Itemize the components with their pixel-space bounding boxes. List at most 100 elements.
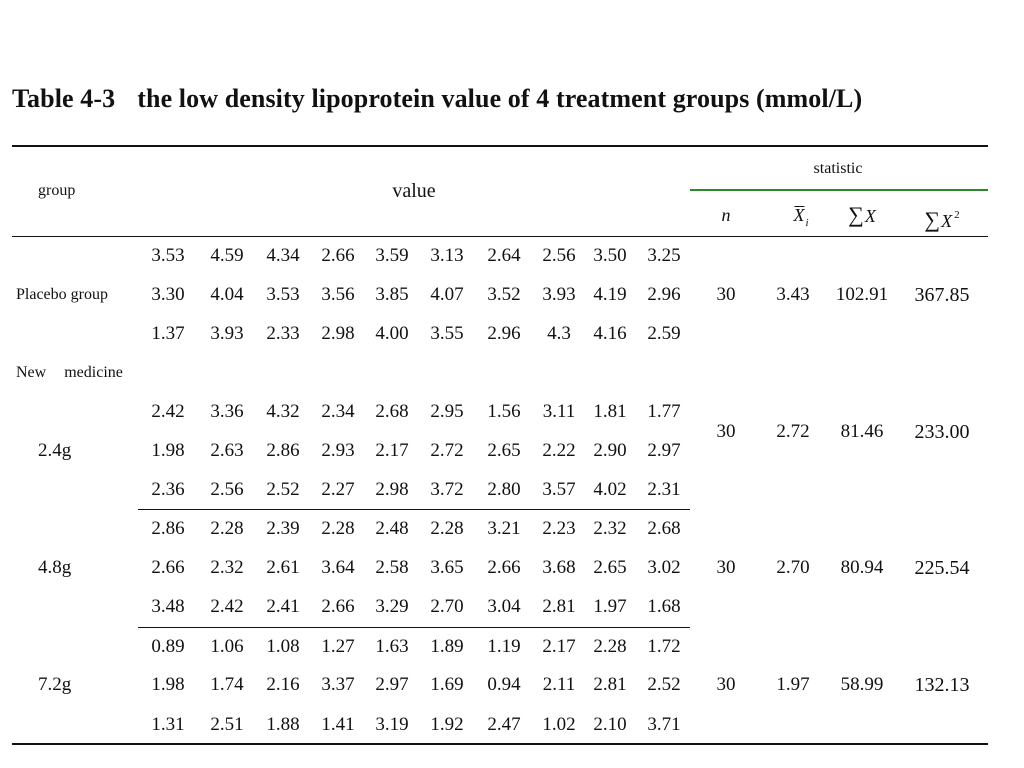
top-rule <box>12 145 988 147</box>
value-cell: 2.65 <box>593 557 627 578</box>
value-cell: 4.34 <box>266 245 300 266</box>
value-cell: 2.31 <box>647 479 681 500</box>
value-cell: 2.59 <box>647 323 681 344</box>
new-medicine-word-1: New <box>16 364 47 381</box>
value-cell: 4.3 <box>547 323 571 344</box>
value-cell: 3.02 <box>647 557 681 578</box>
mean-header: Xi <box>793 205 808 233</box>
value-cell: 2.36 <box>151 479 185 500</box>
value-cell: 2.86 <box>151 518 185 539</box>
value-cell: 2.63 <box>210 440 244 461</box>
value-cell: 1.31 <box>151 714 185 735</box>
value-cell: 3.21 <box>487 518 521 539</box>
mean-subscript: i <box>805 217 809 229</box>
value-cell: 2.23 <box>542 518 576 539</box>
value-cell: 1.98 <box>151 674 185 695</box>
value-cell: 3.29 <box>375 596 409 617</box>
value-cell: 2.52 <box>266 479 300 500</box>
value-cell: 4.02 <box>593 479 627 500</box>
table-number: Table 4-3 <box>12 84 116 113</box>
value-cell: 1.68 <box>647 596 681 617</box>
value-cell: 3.11 <box>542 401 576 422</box>
value-cell: 1.08 <box>266 636 300 657</box>
value-cell: 2.32 <box>593 518 627 539</box>
value-cell: 2.10 <box>593 714 627 735</box>
value-cell: 2.28 <box>210 518 244 539</box>
value-cell: 2.28 <box>593 636 627 657</box>
stat-n-cell: 30 <box>716 674 736 695</box>
value-cell: 3.48 <box>151 596 185 617</box>
value-cell: 3.52 <box>487 284 521 305</box>
value-cell: 2.56 <box>542 245 576 266</box>
value-cell: 2.97 <box>375 674 409 695</box>
value-cell: 3.71 <box>647 714 681 735</box>
table-title: Table 4-3 the low density lipoprotein val… <box>12 84 862 114</box>
value-cell: 2.27 <box>321 479 355 500</box>
group-label-placebo: Placebo group <box>16 286 108 303</box>
value-cell: 2.17 <box>375 440 409 461</box>
value-cell: 1.63 <box>375 636 409 657</box>
value-cell: 1.02 <box>542 714 576 735</box>
value-cell: 4.00 <box>375 323 409 344</box>
value-cell: 1.88 <box>266 714 300 735</box>
value-cell: 2.41 <box>266 596 300 617</box>
value-cell: 2.97 <box>647 440 681 461</box>
value-cell: 2.51 <box>210 714 244 735</box>
value-cell: 2.86 <box>266 440 300 461</box>
statistic-underline <box>690 189 988 191</box>
value-cell: 2.47 <box>487 714 521 735</box>
value-cell: 3.37 <box>321 674 355 695</box>
sum-x-symbol: X <box>864 206 876 226</box>
value-cell: 3.85 <box>375 284 409 305</box>
stat-sum-sq-cell: 233.00 <box>914 421 970 443</box>
value-cell: 1.56 <box>487 401 521 422</box>
value-cell: 2.98 <box>375 479 409 500</box>
value-cell: 2.90 <box>593 440 627 461</box>
value-cell: 2.28 <box>430 518 464 539</box>
group-label-7-2g: 7.2g <box>38 674 72 695</box>
value-cell: 3.72 <box>430 479 464 500</box>
value-cell: 4.07 <box>430 284 464 305</box>
value-cell: 2.61 <box>266 557 300 578</box>
stat-sum-cell: 102.91 <box>835 284 889 305</box>
header-rule <box>12 236 988 237</box>
stat-n-cell: 30 <box>716 421 736 442</box>
sum-sq-symbol: ∑ <box>924 207 941 232</box>
value-cell: 2.42 <box>151 401 185 422</box>
stat-sum-cell: 58.99 <box>840 674 884 695</box>
n-header: n <box>721 205 731 225</box>
value-cell: 3.55 <box>430 323 464 344</box>
value-cell: 0.89 <box>151 636 185 657</box>
stat-mean-cell: 3.43 <box>776 284 810 305</box>
value-cell: 3.13 <box>430 245 464 266</box>
value-cell: 3.93 <box>542 284 576 305</box>
value-cell: 3.53 <box>266 284 300 305</box>
stat-n-cell: 30 <box>716 284 736 305</box>
group-label-2-4g: 2.4g <box>38 440 72 461</box>
stat-mean-cell: 2.72 <box>776 421 810 442</box>
value-cell: 2.11 <box>542 674 576 695</box>
sum-symbol: ∑ <box>848 202 864 227</box>
value-cell: 1.19 <box>487 636 521 657</box>
sum-squares-header: ∑X 2 <box>924 205 959 232</box>
bottom-rule <box>12 743 988 745</box>
value-cell: 2.66 <box>321 245 355 266</box>
value-cell: 1.77 <box>647 401 681 422</box>
value-cell: 2.66 <box>151 557 185 578</box>
value-cell: 2.48 <box>375 518 409 539</box>
value-cell: 2.80 <box>487 479 521 500</box>
value-cell: 2.64 <box>487 245 521 266</box>
statistic-header: statistic <box>813 160 863 177</box>
value-cell: 2.16 <box>266 674 300 695</box>
value-cell: 3.57 <box>542 479 576 500</box>
value-cell: 3.59 <box>375 245 409 266</box>
stat-sum-cell: 80.94 <box>840 557 884 578</box>
value-cell: 2.93 <box>321 440 355 461</box>
value-cell: 3.56 <box>321 284 355 305</box>
value-cell: 3.25 <box>647 245 681 266</box>
value-cell: 2.34 <box>321 401 355 422</box>
value-header: value <box>392 180 436 202</box>
value-cell: 1.06 <box>210 636 244 657</box>
stat-sum-sq-cell: 367.85 <box>914 284 970 306</box>
